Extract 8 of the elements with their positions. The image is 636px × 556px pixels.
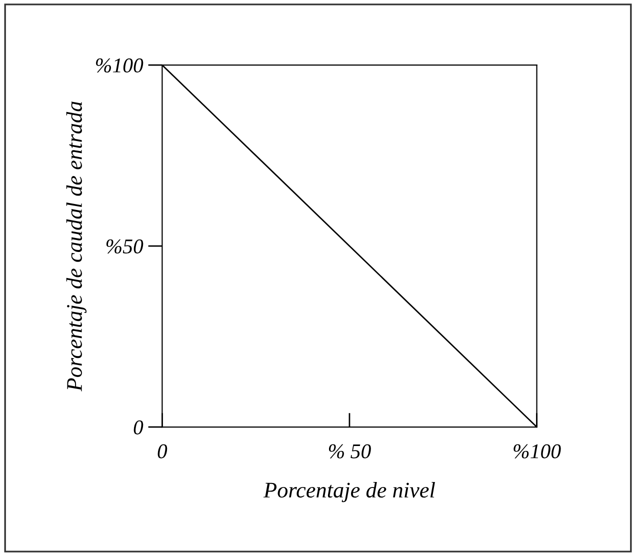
x-tick-label: % 50: [328, 444, 371, 458]
y-tick-label: %100: [96, 58, 144, 73]
y-tick-label: 0: [134, 420, 144, 434]
x-axis-title: Porcentaje de nivel: [263, 482, 435, 502]
x-tick-label: 0: [158, 444, 168, 458]
x-tick-label: %100: [514, 444, 561, 458]
y-tick-label: %50: [106, 239, 144, 254]
y-axis-title: Porcentaje de caudal de entrada: [66, 102, 86, 392]
